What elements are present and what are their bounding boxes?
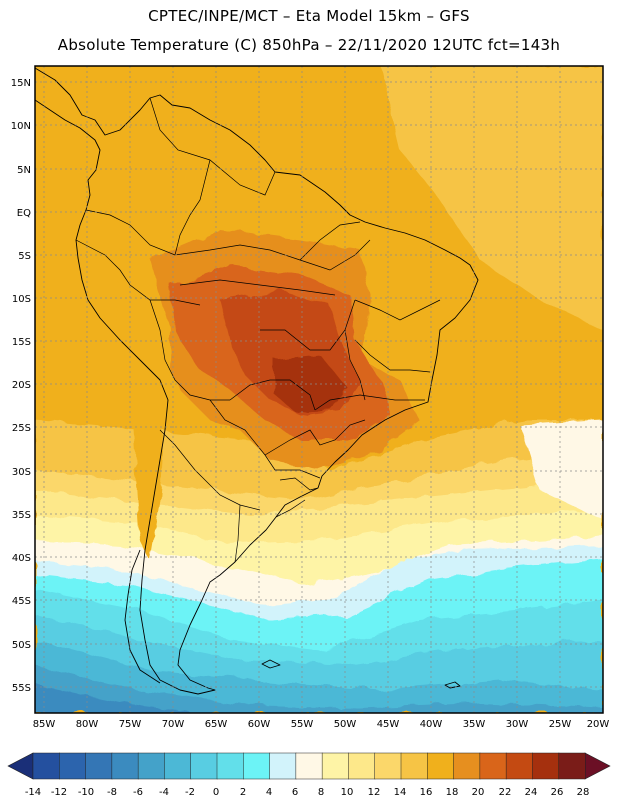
map-frame	[34, 65, 604, 714]
legend-color-box	[243, 752, 271, 780]
lon-label: 30W	[506, 719, 529, 730]
lat-label: EQ	[17, 208, 31, 219]
lat-label: 5S	[18, 251, 31, 262]
legend-color-box	[59, 752, 87, 780]
legend-tick-label: -2	[185, 787, 195, 798]
legend-over-arrow	[584, 752, 611, 780]
legend-tick-label: 22	[499, 787, 512, 798]
legend-tick-label: 2	[240, 787, 246, 798]
legend-tick-label: -10	[78, 787, 94, 798]
legend-color-box	[427, 752, 455, 780]
legend-color-box	[321, 752, 349, 780]
legend-color-box	[137, 752, 165, 780]
legend-tick-label: 12	[368, 787, 381, 798]
legend-tick-label: 14	[394, 787, 407, 798]
lat-label: 20S	[12, 380, 31, 391]
legend-tick-label: -4	[159, 787, 169, 798]
lon-label: 35W	[463, 719, 486, 730]
lat-label: 10N	[11, 121, 31, 132]
legend-tick-label: -6	[133, 787, 143, 798]
lon-label: 20W	[587, 719, 610, 730]
legend-tick-label: 0	[213, 787, 219, 798]
lat-label: 15N	[11, 78, 31, 89]
lon-label: 40W	[420, 719, 443, 730]
temperature-field	[35, 66, 603, 713]
legend-tick-label: 18	[446, 787, 459, 798]
legend-tick-label: -14	[25, 787, 41, 798]
legend-color-box	[374, 752, 402, 780]
map-title: CPTEC/INPE/MCT – Eta Model 15km – GFS	[148, 7, 470, 25]
legend-color-box	[269, 752, 297, 780]
legend-color-box	[295, 752, 323, 780]
legend-tick-label: 20	[472, 787, 485, 798]
legend-tick-label: 8	[318, 787, 324, 798]
longitude-labels: 85W 80W 75W 70W 65W 60W 55W 50W 45W 40W …	[33, 719, 610, 730]
lon-label: 25W	[549, 719, 572, 730]
lon-label: 75W	[119, 719, 142, 730]
lon-label: 80W	[76, 719, 99, 730]
legend-color-box	[505, 752, 533, 780]
lat-label: 55S	[12, 683, 31, 694]
legend-color-box	[111, 752, 139, 780]
lat-label: 40S	[12, 553, 31, 564]
latitude-labels: 15N 10N 5N EQ 5S 10S 15S 20S 25S 30S 35S…	[11, 78, 31, 694]
lat-label: 50S	[12, 640, 31, 651]
legend-tick-label: -8	[107, 787, 117, 798]
legend-color-box	[400, 752, 428, 780]
lat-label: 5N	[17, 165, 31, 176]
legend-tick-label: -12	[51, 787, 67, 798]
lat-label: 35S	[12, 510, 31, 521]
legend-color-box	[558, 752, 586, 780]
map-subtitle: Absolute Temperature (C) 850hPa – 22/11/…	[57, 36, 561, 54]
legend-color-box	[479, 752, 507, 780]
legend-color-box	[164, 752, 192, 780]
lon-label: 70W	[162, 719, 185, 730]
country-borders	[75, 97, 441, 563]
lon-label: 65W	[205, 719, 228, 730]
legend-under-arrow	[7, 752, 34, 780]
lon-label: 45W	[377, 719, 400, 730]
lat-label: 25S	[12, 423, 31, 434]
legend-tick-label: 6	[292, 787, 298, 798]
lon-label: 85W	[33, 719, 56, 730]
lat-label: 10S	[12, 294, 31, 305]
lat-label: 30S	[12, 467, 31, 478]
legend-color-box	[532, 752, 560, 780]
legend-tick-label: 24	[525, 787, 538, 798]
legend-color-box	[216, 752, 244, 780]
legend-color-box	[348, 752, 376, 780]
legend-color-box	[453, 752, 481, 780]
legend-tick-label: 4	[266, 787, 272, 798]
legend-color-box	[190, 752, 218, 780]
lat-label: 45S	[12, 596, 31, 607]
legend-color-box	[32, 752, 60, 780]
lat-label: 15S	[12, 337, 31, 348]
legend-color-box	[85, 752, 113, 780]
lon-label: 60W	[248, 719, 271, 730]
legend-tick-label: 10	[341, 787, 354, 798]
legend-tick-label: 28	[577, 787, 590, 798]
lon-label: 55W	[291, 719, 314, 730]
legend-tick-label: 16	[420, 787, 433, 798]
lon-label: 50W	[334, 719, 357, 730]
legend-tick-label: 26	[551, 787, 564, 798]
